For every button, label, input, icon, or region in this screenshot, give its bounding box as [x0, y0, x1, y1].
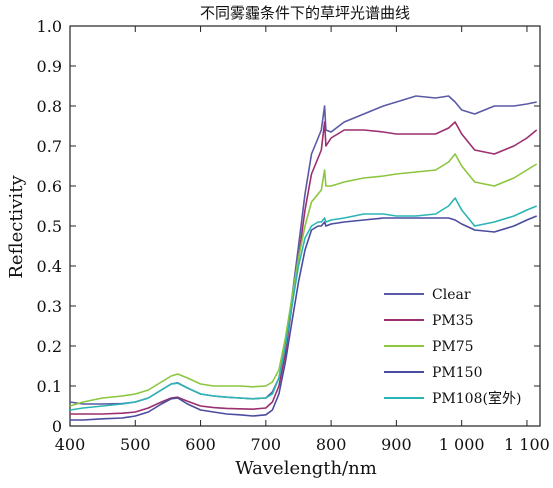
legend-label: PM75 [432, 339, 474, 355]
y-tick-label: 0.1 [37, 377, 62, 396]
series-line-pm150 [70, 215, 538, 421]
x-tick-label: 800 [316, 435, 347, 454]
plot-area: 0 0.1 0.2 0.3 0.4 0.5 0.6 0.7 0.8 0.9 1.0 400 500 600… [37, 17, 550, 454]
y-axis-title: Reflectivity [6, 175, 27, 279]
legend-label: PM35 [432, 313, 474, 329]
y-tick-label: 1.0 [37, 17, 62, 36]
series-line-pm35 [70, 121, 538, 415]
chart-title: 不同雾霾条件下的草坪光谱曲线 [200, 4, 410, 22]
x-tick-label: 700 [251, 435, 282, 454]
legend-label: PM150 [432, 365, 482, 381]
legend-label: Clear [432, 287, 471, 303]
x-tick-label: 400 [55, 435, 86, 454]
y-tick-label: 0.6 [37, 177, 62, 196]
legend-label: PM108(室外) [432, 390, 521, 407]
y-tick-label: 0.3 [37, 297, 62, 316]
y-tick-label: 0.2 [37, 337, 62, 356]
y-tick-label: 0.8 [37, 97, 62, 116]
series-line-pm75 [69, 153, 538, 407]
y-tick-label: 0.4 [37, 257, 62, 276]
series-line-clear [69, 95, 537, 405]
x-tick-label: 1 100 [504, 435, 550, 454]
x-axis-title: Wavelength/nm [235, 458, 377, 479]
x-tick-label: 900 [381, 435, 412, 454]
series-line-pm108 [69, 197, 538, 411]
y-tick-label: 0.7 [37, 137, 62, 156]
x-tick-label: 500 [120, 435, 151, 454]
x-tick-label: 1 000 [439, 435, 485, 454]
x-tick-label: 600 [185, 435, 216, 454]
y-tick-label: 0.5 [37, 217, 62, 236]
y-tick-label: 0.9 [37, 57, 62, 76]
y-tick-label: 0 [52, 417, 62, 436]
